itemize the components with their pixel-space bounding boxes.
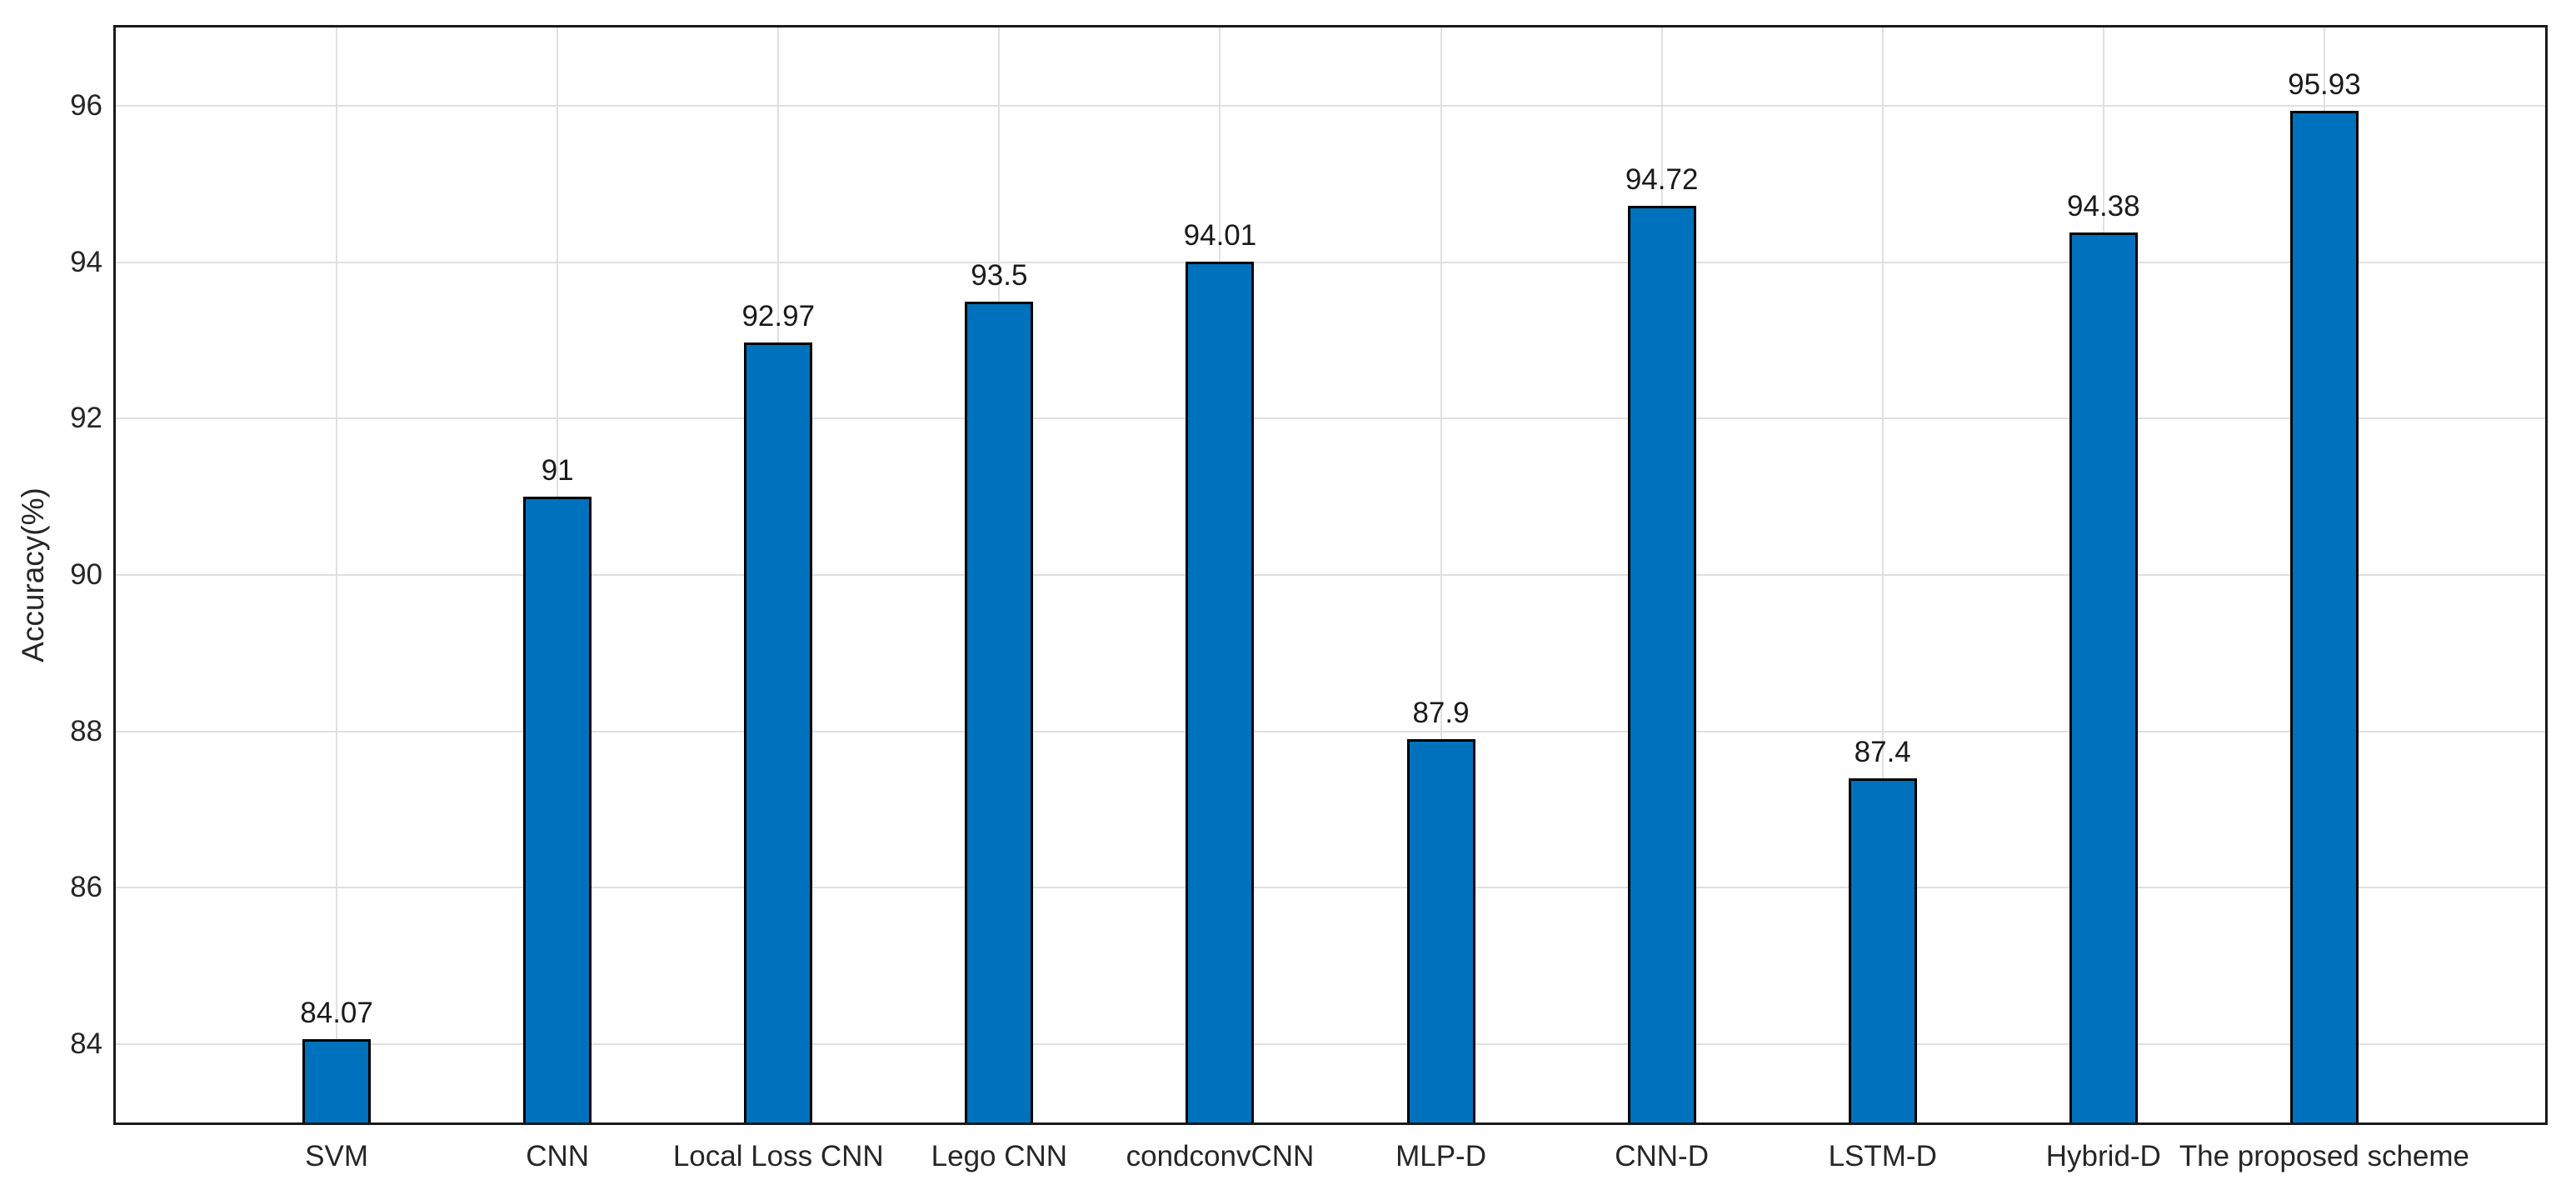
bar-hybrid-d [2069, 232, 2138, 1122]
gridline-horizontal [116, 104, 2545, 107]
bar-local-loss-cnn [744, 342, 813, 1122]
y-tick-label: 88 [70, 714, 102, 748]
gridline-horizontal [116, 261, 2545, 263]
x-tick-label: SVM [305, 1140, 368, 1172]
gridline-horizontal [116, 574, 2545, 576]
bar-lego-cnn [965, 301, 1034, 1122]
y-tick-label: 90 [70, 558, 102, 591]
x-tick-label: Local Loss CNN [672, 1140, 884, 1172]
y-tick-label: 94 [70, 245, 102, 278]
bar-condconvcnn [1186, 261, 1255, 1122]
y-tick-label: 96 [70, 88, 102, 122]
bar-value-label: 84.07 [300, 996, 373, 1029]
bar-value-label: 87.9 [1412, 697, 1470, 730]
x-tick-label: LSTM-D [1828, 1140, 1937, 1172]
bar-lstm-d [1848, 778, 1917, 1122]
gridline-horizontal [116, 730, 2545, 732]
plot-area: 84.07 91 92.97 93.5 94.01 87.9 94.72 87.4 94.38 9… [113, 25, 2548, 1125]
gridline-vertical [1881, 28, 1884, 1122]
x-tick-label: CNN-D [1615, 1140, 1709, 1172]
gridline-horizontal [116, 418, 2545, 420]
x-tick-label: The proposed scheme [2179, 1140, 2470, 1172]
bar-value-label: 87.4 [1854, 736, 1911, 769]
gridline-horizontal [116, 1043, 2545, 1046]
bar-value-label: 94.38 [2067, 189, 2140, 222]
bar-value-label: 94.01 [1183, 218, 1257, 252]
bar-svm [302, 1038, 372, 1122]
y-tick-label: 86 [70, 871, 102, 904]
bar-the-proposed-scheme [2289, 111, 2359, 1122]
y-tick-label: 92 [70, 402, 102, 435]
x-tick-label: CNN [526, 1140, 590, 1172]
x-tick-label: MLP-D [1395, 1140, 1486, 1172]
bar-value-label: 93.5 [971, 258, 1028, 292]
x-tick-label: condconvCNN [1126, 1140, 1315, 1172]
bar-value-label: 92.97 [741, 300, 816, 333]
x-tick-label: Lego CNN [931, 1140, 1068, 1172]
gridline-vertical [336, 28, 338, 1122]
bar-cnn-d [1627, 205, 1696, 1122]
bar-value-label: 95.93 [2288, 68, 2361, 102]
bar-mlp-d [1406, 739, 1475, 1122]
x-tick-label: Hybrid-D [2045, 1140, 2161, 1172]
bar-value-label: 94.72 [1625, 162, 1699, 196]
bar-cnn [523, 497, 592, 1122]
gridline-horizontal [116, 887, 2545, 889]
y-tick-label: 84 [70, 1028, 102, 1061]
bar-value-label: 91 [541, 454, 574, 488]
gridline-vertical [1440, 28, 1442, 1122]
